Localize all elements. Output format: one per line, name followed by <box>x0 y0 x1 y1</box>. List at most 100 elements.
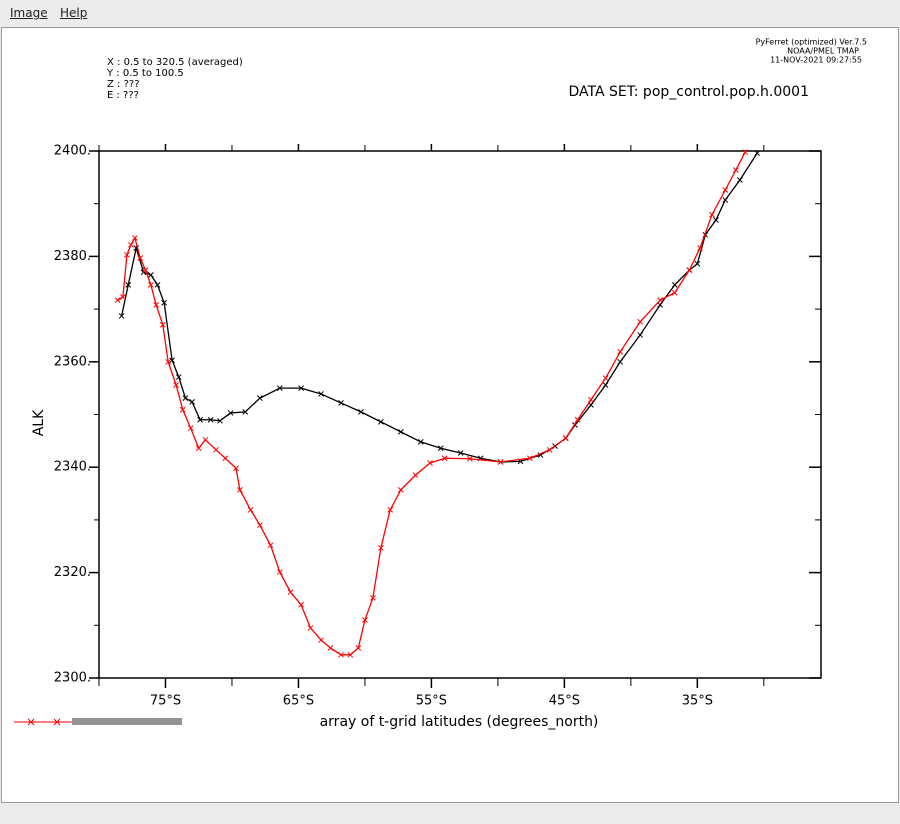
data-point <box>457 450 464 456</box>
info-line: Y : 0.5 to 100.5 <box>106 68 184 79</box>
data-point <box>276 385 283 392</box>
y-axis-label: ALK <box>31 409 47 436</box>
data-point <box>242 409 249 415</box>
legend-label-garbled <box>72 718 182 725</box>
legend-marker <box>27 718 61 726</box>
data-line <box>120 152 758 463</box>
data-point <box>267 542 274 549</box>
data-point <box>187 425 194 432</box>
data-point <box>142 267 149 273</box>
data-point <box>207 416 214 423</box>
data-point <box>546 446 553 453</box>
x-tick-label: 45°S <box>549 694 580 709</box>
data-point <box>754 150 761 156</box>
data-point <box>362 617 368 623</box>
data-point <box>602 375 609 381</box>
data-point <box>197 416 203 423</box>
data-point <box>202 436 209 443</box>
data-point <box>574 416 581 423</box>
data-point <box>467 455 473 462</box>
x-axis-label: array of t-grid latitudes (degrees_north… <box>320 714 599 730</box>
data-point <box>182 395 189 402</box>
data-point <box>132 235 138 241</box>
data-point <box>397 429 404 435</box>
x-tick-label: 55°S <box>416 694 447 709</box>
data-point <box>713 217 719 223</box>
data-point <box>137 255 144 261</box>
data-point <box>298 601 304 608</box>
data-point <box>694 260 701 267</box>
x-tick-label: 35°S <box>682 694 713 709</box>
data-point <box>709 211 715 218</box>
data-point <box>298 385 304 392</box>
data-point <box>247 507 254 513</box>
data-point <box>338 651 344 658</box>
data-point <box>387 507 394 513</box>
data-point <box>562 435 569 442</box>
data-point <box>657 297 663 303</box>
data-point <box>347 651 354 658</box>
data-point <box>128 241 134 248</box>
data-point <box>153 302 160 308</box>
y-tick-label: 2380. <box>54 249 91 264</box>
version-line: PyFerret (optimized) Ver.7.5 <box>756 38 867 47</box>
data-point <box>159 322 166 328</box>
x-tick-label: 75°S <box>150 694 181 709</box>
data-point <box>722 197 729 203</box>
info-line: Z : ??? <box>107 79 140 90</box>
data-point <box>427 460 433 466</box>
data-point <box>526 455 533 462</box>
data-point <box>617 348 624 355</box>
plot-canvas: X : 0.5 to 320.5 (averaged) Y : 0.5 to 1… <box>1 27 899 803</box>
data-point <box>120 294 126 300</box>
data-point <box>378 544 384 551</box>
data-point <box>257 522 263 529</box>
data-point <box>175 374 182 380</box>
data-point <box>657 302 663 308</box>
data-point <box>161 299 168 306</box>
data-point <box>118 313 125 319</box>
info-line: E : ??? <box>107 90 139 101</box>
y-tick-label: 2300. <box>54 671 91 686</box>
data-point <box>722 187 729 193</box>
data-point <box>327 645 334 651</box>
data-point <box>417 439 424 445</box>
menu-item[interactable]: Help <box>60 6 88 20</box>
data-point <box>602 382 609 388</box>
data-point <box>148 271 154 278</box>
data-point <box>355 645 362 651</box>
data-point <box>637 332 644 338</box>
data-point <box>125 282 132 288</box>
data-point <box>441 455 448 462</box>
data-point <box>733 167 739 173</box>
data-point <box>165 358 171 365</box>
data-point <box>213 446 219 453</box>
data-point <box>318 637 324 643</box>
data-point <box>686 267 693 273</box>
data-point <box>338 400 344 406</box>
data-point <box>588 396 594 403</box>
data-point <box>378 419 384 425</box>
data-point <box>237 487 243 493</box>
data-point <box>437 445 444 452</box>
y-tick-label: 2400. <box>54 144 91 159</box>
plot-frame <box>98 150 822 679</box>
y-tick-label: 2320. <box>54 565 91 580</box>
menubar: Image Help <box>0 0 900 27</box>
data-point <box>179 406 186 413</box>
version-line: 11-NOV-2021 09:27:55 <box>770 56 862 65</box>
data-point <box>287 589 294 595</box>
data-point <box>217 417 223 424</box>
data-point <box>257 395 263 402</box>
y-tick-label: 2340. <box>54 460 91 475</box>
menu-item[interactable]: Image <box>10 6 48 20</box>
data-point <box>195 445 202 452</box>
data-point <box>222 455 229 462</box>
data-point <box>697 245 703 251</box>
data-point <box>742 149 749 155</box>
data-point <box>276 569 283 575</box>
version-line: NOAA/PMEL TMAP <box>787 47 859 56</box>
data-point <box>412 472 419 478</box>
data-point <box>671 282 678 288</box>
data-point <box>370 595 376 601</box>
